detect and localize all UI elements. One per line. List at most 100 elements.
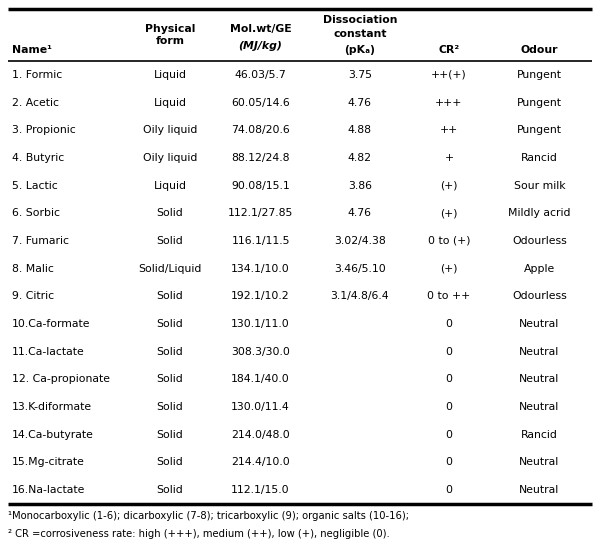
Text: Rancid: Rancid: [521, 153, 558, 163]
Text: 6. Sorbic: 6. Sorbic: [12, 208, 60, 218]
Text: Odourless: Odourless: [512, 236, 567, 246]
Text: 4.82: 4.82: [348, 153, 372, 163]
Text: Apple: Apple: [524, 263, 555, 273]
Text: 4. Butyric: 4. Butyric: [12, 153, 64, 163]
Text: 4.76: 4.76: [348, 97, 372, 108]
Text: 13.K-diformate: 13.K-diformate: [12, 402, 92, 412]
Text: Oily liquid: Oily liquid: [143, 153, 197, 163]
Text: Oily liquid: Oily liquid: [143, 125, 197, 135]
Text: Solid: Solid: [157, 485, 184, 495]
Text: Mol.wt/GE: Mol.wt/GE: [230, 24, 292, 34]
Text: ++: ++: [440, 125, 458, 135]
Text: 3.1/4.8/6.4: 3.1/4.8/6.4: [331, 291, 389, 301]
Text: 12. Ca-propionate: 12. Ca-propionate: [12, 374, 110, 384]
Text: constant: constant: [333, 29, 386, 39]
Text: (+): (+): [440, 208, 458, 218]
Text: Neutral: Neutral: [520, 346, 560, 356]
Text: 0 to (+): 0 to (+): [428, 236, 470, 246]
Text: Neutral: Neutral: [520, 402, 560, 412]
Text: 3.02/4.38: 3.02/4.38: [334, 236, 386, 246]
Text: 0: 0: [445, 319, 452, 329]
Text: 116.1/11.5: 116.1/11.5: [232, 236, 290, 246]
Text: 46.03/5.7: 46.03/5.7: [235, 70, 286, 80]
Text: Liquid: Liquid: [154, 180, 187, 190]
Text: 8. Malic: 8. Malic: [12, 263, 54, 273]
Text: Mildly acrid: Mildly acrid: [508, 208, 571, 218]
Text: Neutral: Neutral: [520, 457, 560, 467]
Text: Solid: Solid: [157, 402, 184, 412]
Text: Physical
form: Physical form: [145, 24, 195, 46]
Text: 90.08/15.1: 90.08/15.1: [231, 180, 290, 190]
Text: ++(+): ++(+): [431, 70, 467, 80]
Text: 4.76: 4.76: [348, 208, 372, 218]
Text: Solid: Solid: [157, 374, 184, 384]
Text: Pungent: Pungent: [517, 125, 562, 135]
Text: Pungent: Pungent: [517, 97, 562, 108]
Text: ¹Monocarboxylic (1-6); dicarboxylic (7-8); tricarboxylic (9); organic salts (10-: ¹Monocarboxylic (1-6); dicarboxylic (7-8…: [8, 511, 409, 521]
Text: Neutral: Neutral: [520, 374, 560, 384]
Text: Neutral: Neutral: [520, 319, 560, 329]
Text: +: +: [445, 153, 454, 163]
Text: 214.4/10.0: 214.4/10.0: [231, 457, 290, 467]
Text: 88.12/24.8: 88.12/24.8: [232, 153, 290, 163]
Text: 74.08/20.6: 74.08/20.6: [231, 125, 290, 135]
Text: 0: 0: [445, 430, 452, 440]
Text: Liquid: Liquid: [154, 70, 187, 80]
Text: Liquid: Liquid: [154, 97, 187, 108]
Text: Solid: Solid: [157, 457, 184, 467]
Text: Solid: Solid: [157, 208, 184, 218]
Text: CR²: CR²: [438, 45, 460, 55]
Text: 15.Mg-citrate: 15.Mg-citrate: [12, 457, 85, 467]
Text: +++: +++: [435, 97, 463, 108]
Text: (pKₐ): (pKₐ): [344, 45, 375, 55]
Text: 130.0/11.4: 130.0/11.4: [231, 402, 290, 412]
Text: 3.46/5.10: 3.46/5.10: [334, 263, 386, 273]
Text: 0: 0: [445, 402, 452, 412]
Text: 0: 0: [445, 457, 452, 467]
Text: Solid: Solid: [157, 236, 184, 246]
Text: 9. Citric: 9. Citric: [12, 291, 54, 301]
Text: Solid/Liquid: Solid/Liquid: [139, 263, 202, 273]
Text: Odourless: Odourless: [512, 291, 567, 301]
Text: ² CR =corrosiveness rate: high (+++), medium (++), low (+), negligible (0).: ² CR =corrosiveness rate: high (+++), me…: [8, 529, 390, 539]
Text: Name¹: Name¹: [12, 45, 52, 55]
Text: 308.3/30.0: 308.3/30.0: [231, 346, 290, 356]
Text: 60.05/14.6: 60.05/14.6: [231, 97, 290, 108]
Text: 4.88: 4.88: [348, 125, 372, 135]
Text: (MJ/kg): (MJ/kg): [239, 41, 283, 51]
Text: Solid: Solid: [157, 346, 184, 356]
Text: 3.86: 3.86: [348, 180, 372, 190]
Text: 0: 0: [445, 485, 452, 495]
Text: Solid: Solid: [157, 319, 184, 329]
Text: 7. Fumaric: 7. Fumaric: [12, 236, 69, 246]
Text: (+): (+): [440, 263, 458, 273]
Text: Dissociation: Dissociation: [323, 16, 397, 26]
Text: 0: 0: [445, 374, 452, 384]
Text: Pungent: Pungent: [517, 70, 562, 80]
Text: 3.75: 3.75: [348, 70, 372, 80]
Text: (+): (+): [440, 180, 458, 190]
Text: 0: 0: [445, 346, 452, 356]
Text: 1. Formic: 1. Formic: [12, 70, 62, 80]
Text: Sour milk: Sour milk: [514, 180, 565, 190]
Text: Rancid: Rancid: [521, 430, 558, 440]
Text: 184.1/40.0: 184.1/40.0: [231, 374, 290, 384]
Text: 192.1/10.2: 192.1/10.2: [231, 291, 290, 301]
Text: 214.0/48.0: 214.0/48.0: [231, 430, 290, 440]
Text: 3. Propionic: 3. Propionic: [12, 125, 76, 135]
Text: 11.Ca-lactate: 11.Ca-lactate: [12, 346, 85, 356]
Text: 16.Na-lactate: 16.Na-lactate: [12, 485, 85, 495]
Text: Neutral: Neutral: [520, 485, 560, 495]
Text: 5. Lactic: 5. Lactic: [12, 180, 58, 190]
Text: Solid: Solid: [157, 291, 184, 301]
Text: 10.Ca-formate: 10.Ca-formate: [12, 319, 91, 329]
Text: Solid: Solid: [157, 430, 184, 440]
Text: 0 to ++: 0 to ++: [427, 291, 470, 301]
Text: Odour: Odour: [521, 45, 558, 55]
Text: 134.1/10.0: 134.1/10.0: [231, 263, 290, 273]
Text: 112.1/27.85: 112.1/27.85: [228, 208, 293, 218]
Text: 130.1/11.0: 130.1/11.0: [231, 319, 290, 329]
Text: 112.1/15.0: 112.1/15.0: [231, 485, 290, 495]
Text: 14.Ca-butyrate: 14.Ca-butyrate: [12, 430, 94, 440]
Text: 2. Acetic: 2. Acetic: [12, 97, 59, 108]
